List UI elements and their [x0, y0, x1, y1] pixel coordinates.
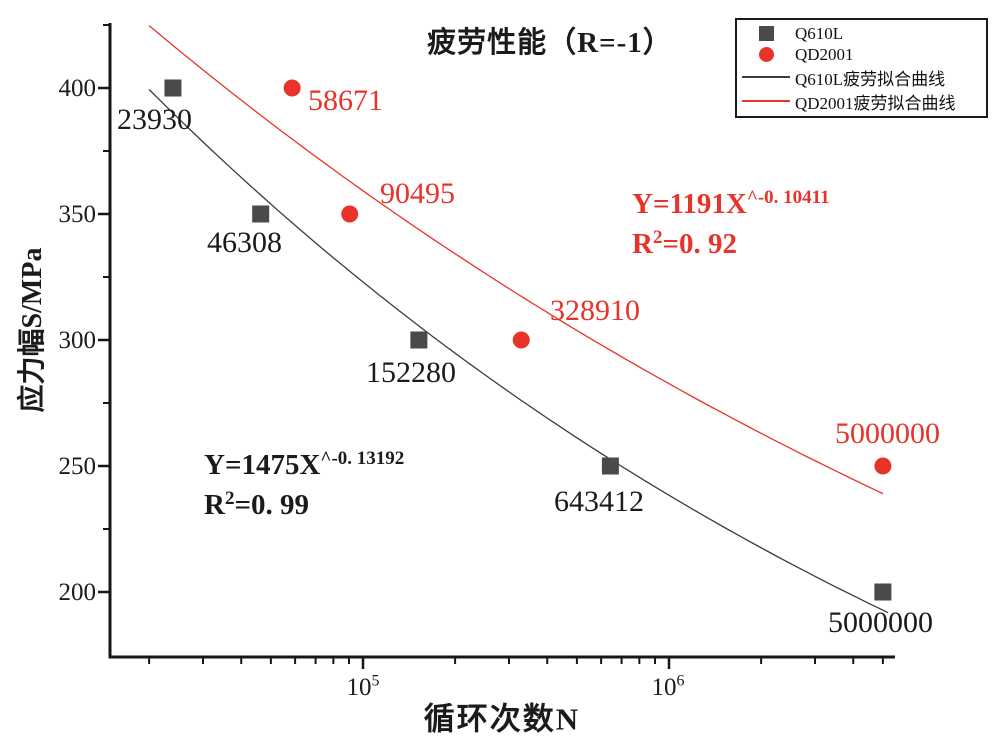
- legend-row-q610l: Q610L: [737, 23, 986, 44]
- x-tick-base: 10: [651, 674, 677, 701]
- point-label-q610l: 23930: [117, 103, 192, 136]
- q610l-fit-curve: [148, 89, 889, 614]
- legend-row-qd2001-fit: QD2001疲劳拟合曲线: [737, 89, 986, 113]
- qd2001-fit-curve: [148, 25, 884, 495]
- point-label-q610l: 152280: [366, 356, 456, 389]
- q610l-point: [601, 457, 619, 475]
- q610l-point: [252, 205, 270, 223]
- legend-label: QD2001: [795, 44, 854, 64]
- x-tick-label: 106: [651, 672, 685, 702]
- x-tick-base: 10: [346, 674, 372, 701]
- qd2001-point: [283, 79, 301, 97]
- point-label-q610l: 46308: [207, 226, 282, 259]
- qd2001-point: [874, 457, 892, 475]
- qd2001-point: [341, 205, 359, 223]
- y-tick-label: 200: [58, 579, 97, 606]
- legend-label: QD2001疲劳拟合曲线: [795, 93, 956, 113]
- legend-label: Q610L: [795, 23, 844, 43]
- y-tick-label: 250: [58, 453, 97, 480]
- square-marker-icon: [758, 26, 774, 41]
- qd2001-point: [512, 331, 530, 349]
- x-tick-label: 105: [346, 672, 380, 702]
- legend-row-qd2001: QD2001: [737, 44, 986, 65]
- legend: Q610L QD2001 Q610L疲劳拟合曲线 QD2001疲劳拟合曲线: [735, 18, 988, 118]
- x-tick-exponent: 5: [371, 672, 380, 690]
- legend-row-q610l-fit: Q610L疲劳拟合曲线: [737, 65, 986, 89]
- circle-marker-icon: [758, 47, 774, 62]
- line-marker-icon: [742, 76, 790, 78]
- point-label-q610l: 5000000: [828, 606, 933, 639]
- legend-label: Q610L疲劳拟合曲线: [795, 69, 946, 89]
- point-label-qd2001: 90495: [380, 177, 455, 210]
- x-tick-exponent: 6: [676, 672, 685, 690]
- y-tick-label: 400: [58, 75, 97, 102]
- point-label-qd2001: 328910: [550, 294, 640, 327]
- point-label-qd2001: 5000000: [835, 417, 940, 450]
- qd2001-fit-equation: Y=1191X^-0. 10411: [632, 186, 830, 220]
- point-label-qd2001: 58671: [308, 84, 383, 117]
- q610l-point: [410, 331, 428, 349]
- chart-title: 疲劳性能（R=-1）: [427, 27, 673, 59]
- q610l-fit-equation: Y=1475X^-0. 13192: [204, 447, 405, 481]
- q610l-fit-r2: R2=0. 99: [204, 487, 309, 521]
- x-axis-title: 循环次数N: [423, 701, 581, 737]
- y-tick-label: 350: [58, 201, 97, 228]
- qd2001-fit-r2: R2=0. 92: [632, 226, 737, 260]
- y-tick-label: 300: [58, 327, 97, 354]
- q610l-point: [164, 79, 182, 97]
- q610l-point: [874, 583, 892, 601]
- line-marker-icon: [742, 100, 790, 102]
- point-label-q610l: 643412: [554, 485, 644, 518]
